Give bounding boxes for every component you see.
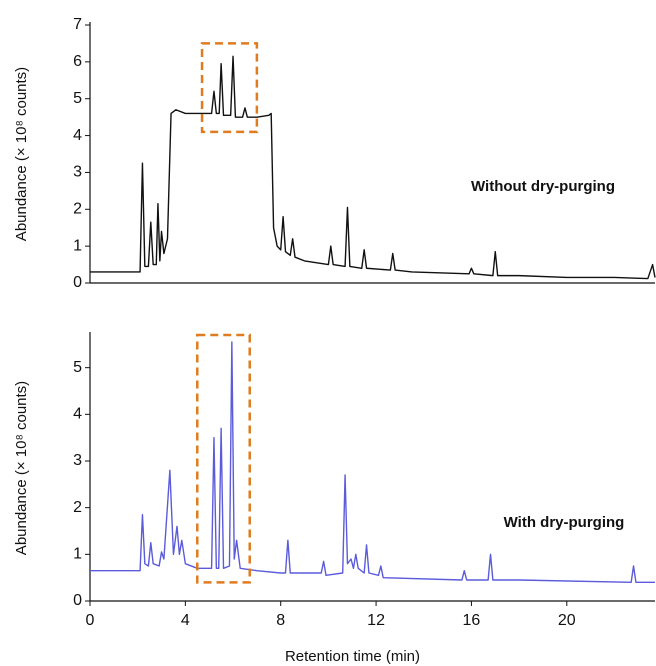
y-tick-label: 2 [73,499,82,516]
y-tick-label: 1 [73,546,82,563]
trace [90,341,655,584]
y-tick-label: 1 [73,237,82,254]
y-tick-label: 3 [73,452,82,469]
highlight-box [196,333,251,584]
y-tick-label: 3 [73,164,82,181]
y-axis-label: Abundance (× 10⁸ counts) [13,381,30,555]
y-tick-label: 4 [73,127,82,144]
y-tick-label: 6 [73,53,82,70]
y-tick-label: 5 [73,90,82,107]
y-tick-label: 2 [73,201,82,218]
x-tick-label: 0 [86,612,95,629]
x-tick-label: 8 [276,612,285,629]
trace [90,55,656,280]
y-tick-label: 0 [73,274,82,291]
y-axis-label: Abundance (× 10⁸ counts) [13,67,30,241]
annotation: With dry-purging [504,514,625,531]
y-tick-label: 4 [73,406,82,423]
y-tick-label: 0 [73,592,82,609]
highlight-box [200,42,259,134]
x-axis-label: Retention time (min) [285,648,420,665]
x-tick-label: 4 [181,612,190,629]
y-tick-label: 7 [73,16,82,33]
y-tick-label: 5 [73,359,82,376]
x-tick-label: 20 [558,612,576,629]
x-tick-label: 16 [463,612,481,629]
x-tick-label: 12 [367,612,385,629]
annotation: Without dry-purging [471,178,615,195]
